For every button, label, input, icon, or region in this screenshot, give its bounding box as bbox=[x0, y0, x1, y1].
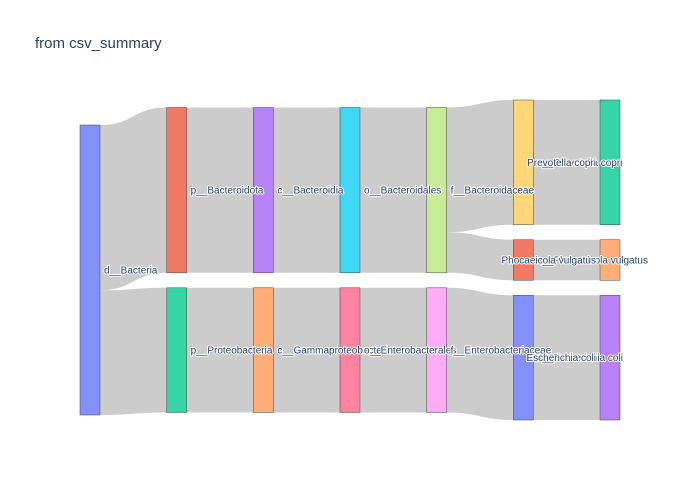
sankey-link[interactable] bbox=[446, 100, 514, 233]
sankey-link[interactable] bbox=[360, 107, 427, 273]
sankey-node-label: o__Bacteroidales bbox=[364, 186, 441, 197]
sankey-node[interactable] bbox=[599, 295, 621, 421]
sankey-node-label: c__Gammaproteobacteria bbox=[277, 346, 393, 357]
sankey-node-label: Escherichia coli bbox=[527, 353, 596, 364]
sankey-node[interactable] bbox=[253, 107, 274, 274]
sankey-link[interactable] bbox=[533, 239, 600, 281]
sankey-node-label: p__Bacteroidota bbox=[191, 186, 264, 197]
sankey-link[interactable] bbox=[273, 107, 340, 273]
sankey-link[interactable] bbox=[446, 232, 514, 281]
sankey-node-label: s__Prevotella copri bbox=[537, 158, 622, 169]
nodes-layer bbox=[79, 99, 621, 421]
sankey-node[interactable] bbox=[166, 287, 187, 413]
sankey-node[interactable] bbox=[253, 287, 274, 413]
sankey-node[interactable] bbox=[513, 239, 534, 281]
sankey-node-label: s__Escherichia coli bbox=[537, 353, 623, 364]
sankey-node[interactable] bbox=[166, 107, 187, 274]
sankey-link[interactable] bbox=[186, 287, 254, 413]
sankey-link[interactable] bbox=[533, 295, 600, 420]
sankey-link[interactable] bbox=[100, 107, 167, 291]
sankey-node-label: p__Proteobacteria bbox=[191, 346, 273, 357]
links-layer bbox=[100, 100, 600, 420]
sankey-node-label: f__Enterobacteriaceae bbox=[451, 346, 552, 357]
sankey-node[interactable] bbox=[339, 287, 361, 413]
labels-layer: d__Bacteria p__Bacteroidota p__Proteobacte… bbox=[103, 157, 649, 365]
sankey-node[interactable] bbox=[599, 239, 621, 281]
sankey-link[interactable] bbox=[533, 100, 600, 225]
sankey-link[interactable] bbox=[100, 287, 167, 415]
sankey-link[interactable] bbox=[186, 107, 254, 273]
sankey-node[interactable] bbox=[339, 107, 361, 274]
sankey-node[interactable] bbox=[426, 107, 447, 274]
sankey-node-label: c__Bacteroidia bbox=[277, 186, 344, 197]
chart-title: from csv_summary bbox=[35, 35, 162, 52]
sankey-link[interactable] bbox=[446, 287, 514, 420]
sankey-node-label: f__Bacteroidaceae bbox=[451, 186, 535, 197]
sankey-link[interactable] bbox=[273, 287, 340, 413]
sankey-node-label: Phocaeicola vulgatus bbox=[501, 256, 596, 267]
sankey-node-label: Prevotella copri bbox=[527, 158, 596, 169]
sankey-link[interactable] bbox=[360, 287, 427, 413]
sankey-node[interactable] bbox=[426, 287, 447, 413]
sankey-node-label: o__Enterobacterales bbox=[364, 346, 456, 357]
sankey-node[interactable] bbox=[599, 99, 621, 225]
sankey-node-label: s__Phocaeicola vulgatus bbox=[537, 256, 648, 267]
sankey-node[interactable] bbox=[79, 124, 101, 416]
sankey-node[interactable] bbox=[513, 295, 534, 421]
sankey-node-label: d__Bacteria bbox=[104, 266, 158, 277]
sankey-node[interactable] bbox=[513, 99, 534, 225]
